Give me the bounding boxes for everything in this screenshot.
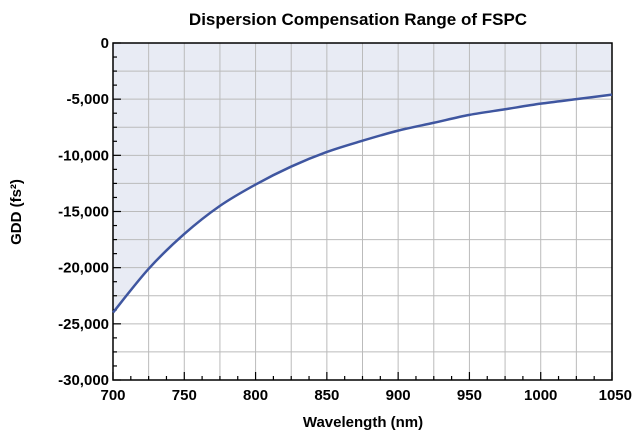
x-tick-label: 800 <box>243 387 268 404</box>
x-axis-tick-labels: 700 750 800 850 900 950 1000 1050 <box>100 387 632 404</box>
x-tick-label: 700 <box>100 387 125 404</box>
y-tick-label: -10,000 <box>58 147 109 164</box>
chart-title: Dispersion Compensation Range of FSPC <box>189 10 527 29</box>
y-tick-label: -30,000 <box>58 372 109 389</box>
y-axis-tick-labels: 0 -5,000 -10,000 -15,000 -20,000 -25,000 -30,0… <box>58 35 109 389</box>
grid <box>113 43 612 380</box>
x-tick-label: 900 <box>386 387 411 404</box>
x-tick-label: 1000 <box>524 387 557 404</box>
x-tick-label: 750 <box>172 387 197 404</box>
y-tick-label: -15,000 <box>58 204 109 221</box>
x-tick-label: 1050 <box>599 387 632 404</box>
gdd-curve <box>112 93 613 314</box>
y-tick-label: -25,000 <box>58 316 109 333</box>
compensation-range-area <box>113 43 612 313</box>
y-tick-label: 0 <box>101 35 109 52</box>
x-tick-label: 850 <box>314 387 339 404</box>
y-tick-label: -5,000 <box>66 91 109 108</box>
x-tick-label: 950 <box>457 387 482 404</box>
y-tick-label: -20,000 <box>58 260 109 277</box>
y-axis-title: GDD (fs²) <box>8 179 25 245</box>
axis-ticks <box>112 42 613 381</box>
x-axis-title: Wavelength (nm) <box>303 414 423 431</box>
